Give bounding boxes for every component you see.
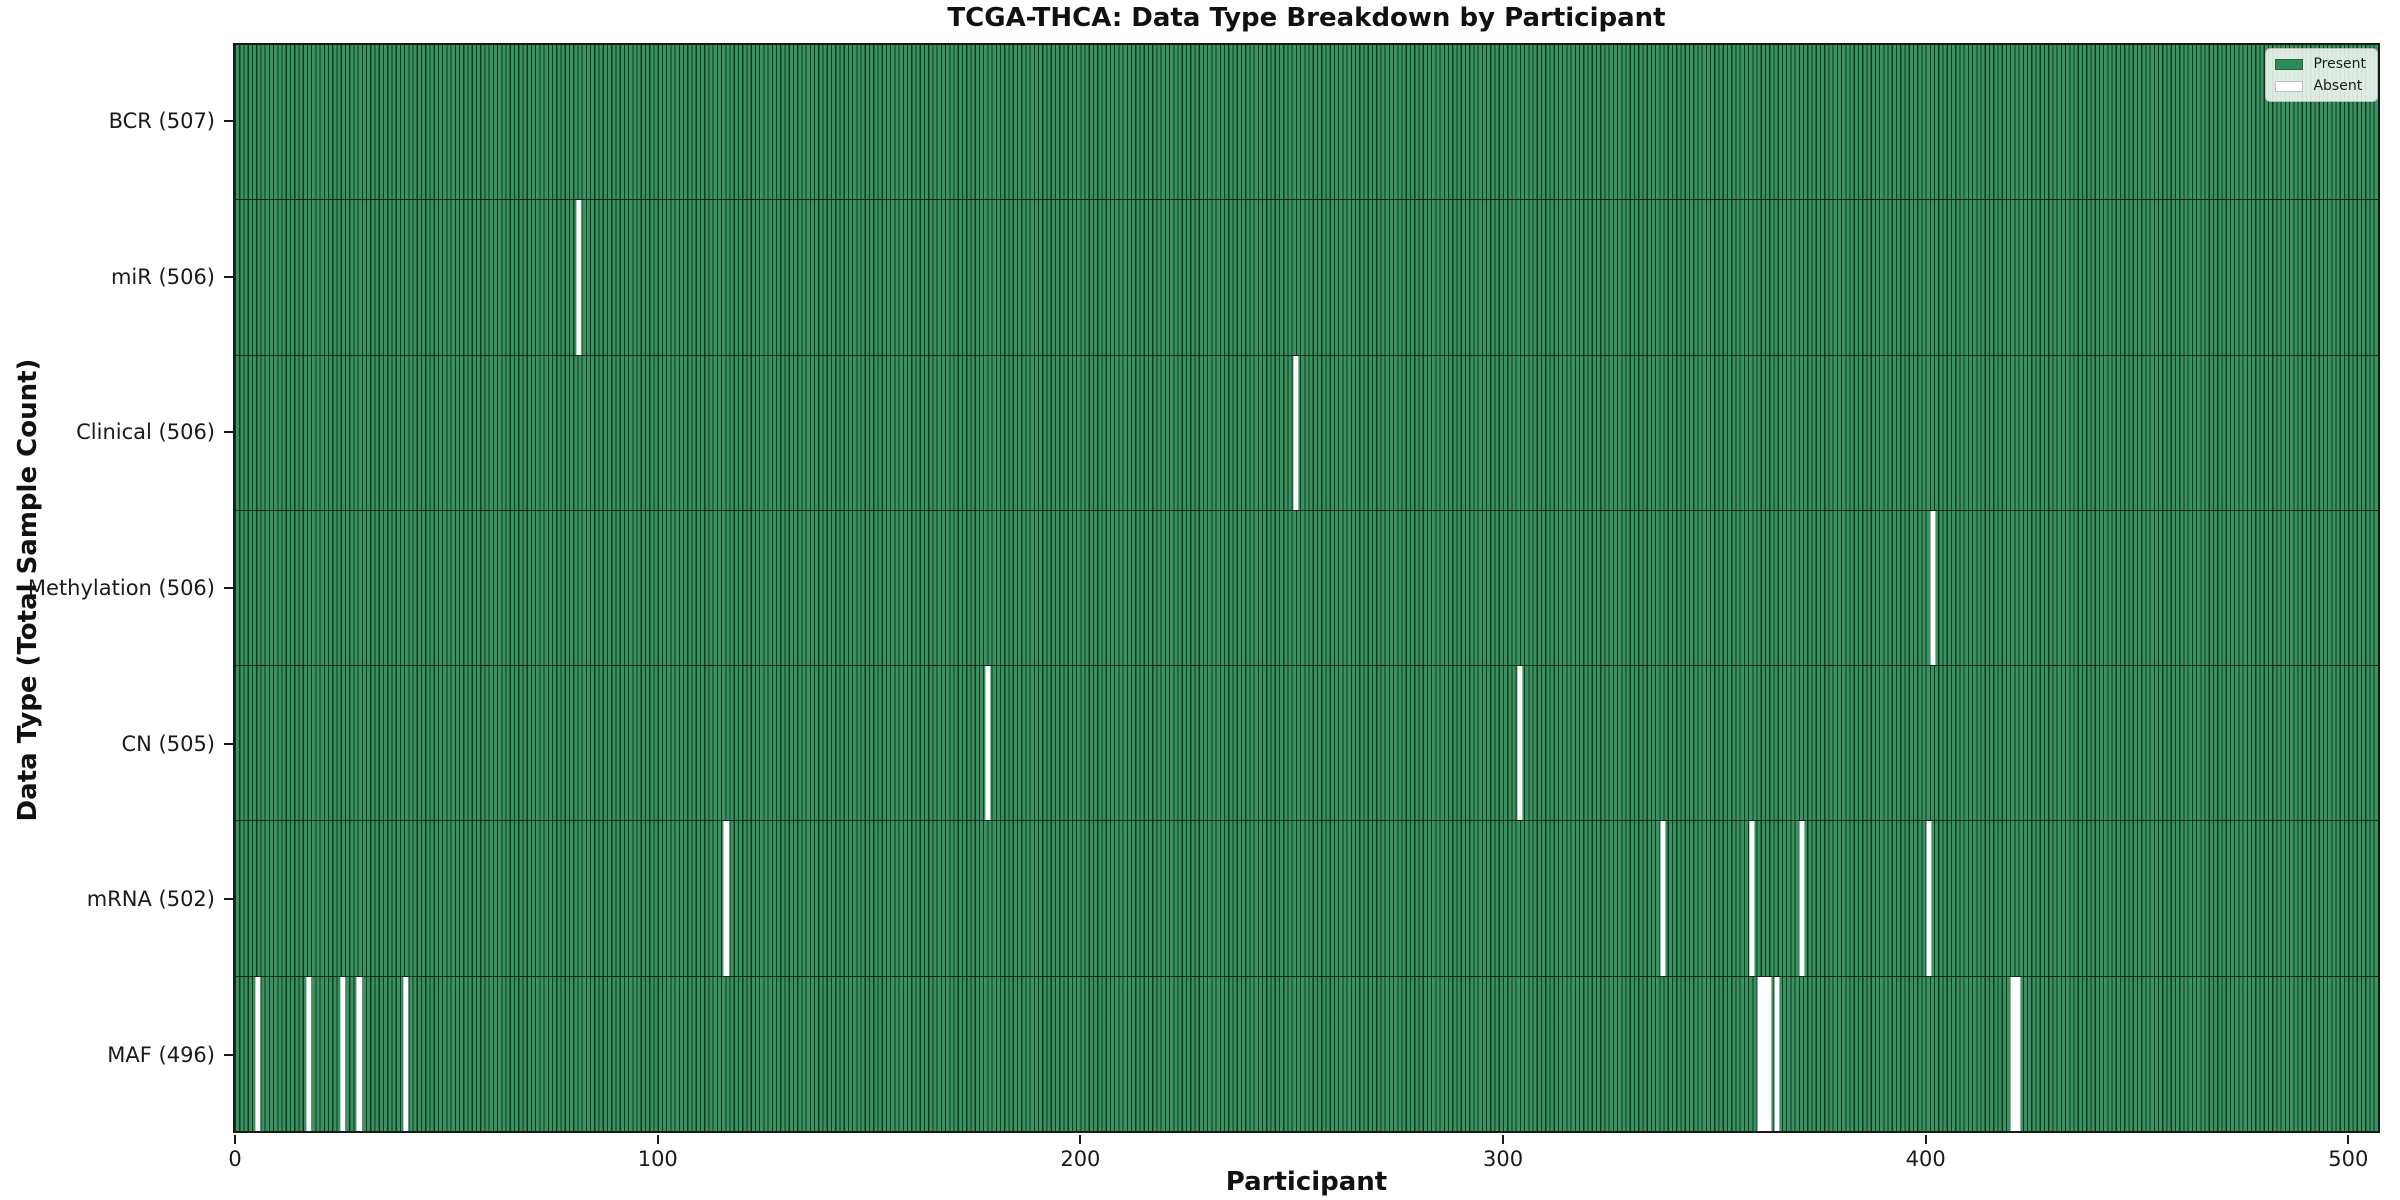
legend-swatch-present xyxy=(2275,58,2304,70)
x-tick-label: 200 xyxy=(1060,1147,1101,1171)
chart-title: TCGA-THCA: Data Type Breakdown by Partic… xyxy=(947,3,1666,33)
absent-bar xyxy=(1930,510,1936,666)
absent-bar xyxy=(1757,976,1763,1131)
data-row-maf xyxy=(235,976,2378,1131)
x-tick-mark xyxy=(234,1135,237,1144)
absent-bar xyxy=(1516,666,1523,821)
absent-bar xyxy=(255,976,261,1131)
absent-bar xyxy=(2010,976,2016,1131)
legend-label: Absent xyxy=(2313,78,2363,94)
y-tick-mark xyxy=(224,587,233,589)
absent-bar xyxy=(1774,976,1780,1131)
absent-bar xyxy=(403,976,409,1131)
y-tick-label: Methylation (506) xyxy=(27,576,215,600)
legend-item-present: Present xyxy=(2275,56,2366,72)
data-row-mir xyxy=(235,200,2378,356)
data-row-bcr xyxy=(235,45,2378,201)
x-tick-label: 100 xyxy=(637,1147,678,1171)
legend-label: Present xyxy=(2313,56,2366,72)
y-axis-tick-labels: BCR (507) miR (506) Clinical (506) Methylat… xyxy=(0,43,233,1133)
x-tick-mark xyxy=(1924,1135,1927,1144)
absent-bar xyxy=(1761,976,1767,1131)
absent-bar xyxy=(985,666,991,821)
y-tick-mark xyxy=(224,119,233,122)
x-tick-mark xyxy=(1502,1135,1505,1144)
legend-swatch-absent xyxy=(2275,80,2304,92)
y-tick-mark xyxy=(224,1054,233,1057)
y-tick-label: BCR (507) xyxy=(108,108,215,133)
absent-bar xyxy=(1660,821,1666,976)
x-tick-label: 400 xyxy=(1905,1147,1946,1171)
legend: Present Absent xyxy=(2265,48,2378,102)
absent-bar xyxy=(1293,355,1299,510)
x-axis-tick-labels: 0 100 200 300 400 500 xyxy=(228,1135,2380,1180)
y-tick-mark xyxy=(224,275,233,278)
y-tick-label: mRNA (502) xyxy=(86,887,215,912)
data-row-methylation xyxy=(235,510,2378,667)
absent-bar xyxy=(1799,821,1805,976)
x-tick-label: 300 xyxy=(1482,1147,1524,1171)
absent-bar xyxy=(723,821,730,976)
x-tick-mark xyxy=(1079,1135,1082,1144)
absent-bar xyxy=(306,976,312,1131)
x-tick-mark xyxy=(656,1135,659,1144)
data-row-cn xyxy=(235,666,2378,822)
y-tick-mark xyxy=(224,898,233,901)
x-axis-title: Participant xyxy=(1225,1167,1388,1197)
x-tick-label: 500 xyxy=(2328,1147,2369,1171)
x-tick-label: 0 xyxy=(228,1147,242,1171)
y-tick-label: CN (505) xyxy=(121,731,215,756)
absent-bar xyxy=(2014,976,2020,1131)
absent-bar xyxy=(1926,821,1932,976)
absent-bar xyxy=(1765,976,1772,1131)
y-tick-mark xyxy=(224,431,233,434)
plot-area xyxy=(233,43,2380,1133)
absent-bar xyxy=(576,200,582,355)
y-tick-mark xyxy=(224,742,233,745)
data-row-mrna xyxy=(235,821,2378,977)
y-tick-label: miR (506) xyxy=(110,264,215,289)
x-tick-mark xyxy=(2347,1135,2350,1144)
data-row-clinical xyxy=(235,355,2378,511)
absent-bar xyxy=(1748,821,1755,976)
y-tick-label: MAF (496) xyxy=(107,1043,215,1068)
absent-bar xyxy=(356,976,363,1131)
legend-item-absent: Absent xyxy=(2275,78,2366,94)
absent-bar xyxy=(339,976,346,1131)
y-tick-label: Clinical (506) xyxy=(76,420,215,445)
